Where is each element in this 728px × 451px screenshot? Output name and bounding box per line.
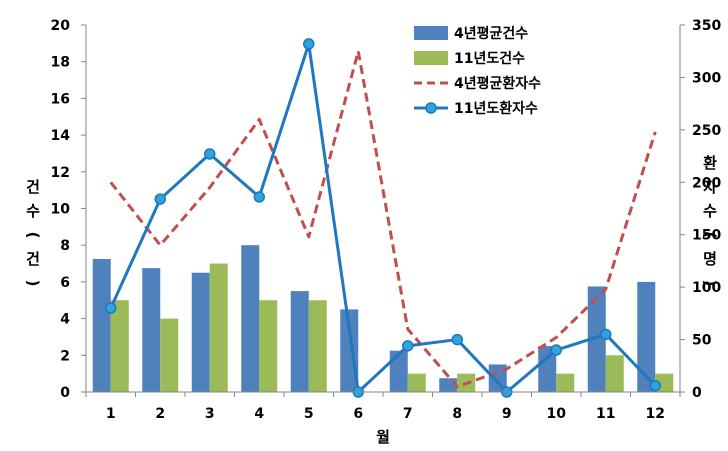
x-tick-label: 10 xyxy=(547,406,567,422)
left-tick-label: 10 xyxy=(51,202,71,218)
right-tick-label: 50 xyxy=(692,333,712,349)
left-tick-label: 0 xyxy=(60,385,70,401)
bar xyxy=(605,355,624,392)
y2-axis-title-char: 환 xyxy=(703,154,717,172)
bar xyxy=(340,309,359,392)
x-tick-label: 1 xyxy=(106,406,116,422)
bar xyxy=(142,268,161,392)
x-tick-label: 6 xyxy=(353,406,363,422)
bar-series xyxy=(92,245,674,392)
legend-swatch xyxy=(414,26,448,40)
bar xyxy=(110,300,129,392)
x-axis-ticks: 1 2 3 4 5 6 7 8 9 10 11 12 xyxy=(85,392,681,422)
left-tick-label: 8 xyxy=(60,238,70,254)
x-axis-title: 월 xyxy=(376,428,390,446)
right-tick-label: 200 xyxy=(692,175,721,191)
line-series xyxy=(105,38,661,398)
left-tick-label: 6 xyxy=(60,275,70,291)
left-tick-label: 4 xyxy=(60,312,70,328)
x-tick-label: 9 xyxy=(502,406,512,422)
y2-axis-title-char: 자 xyxy=(703,178,717,196)
bar xyxy=(209,263,228,392)
legend-label: 11년도환자수 xyxy=(454,100,538,117)
bar xyxy=(92,258,111,392)
x-tick-label: 2 xyxy=(155,406,165,422)
bar xyxy=(587,286,606,392)
right-tick-label: 250 xyxy=(692,123,721,139)
line-marker xyxy=(402,340,414,352)
y2-axis-title-char: 수 xyxy=(703,202,717,220)
x-tick-label: 3 xyxy=(205,406,215,422)
series-line xyxy=(109,49,657,389)
bar xyxy=(556,373,575,392)
line-marker xyxy=(204,148,216,160)
bar xyxy=(407,373,426,392)
y2-axis-title-char: ( xyxy=(701,232,719,239)
legend-label: 4년평균환자수 xyxy=(454,75,541,92)
legend-label: 4년평균건수 xyxy=(454,25,528,42)
left-axis-ticks: 0 2 4 6 8 10 12 14 16 18 20 xyxy=(51,18,86,401)
x-tick-label: 11 xyxy=(596,406,615,422)
bar xyxy=(241,245,260,392)
line-marker xyxy=(105,302,117,314)
left-tick-label: 14 xyxy=(51,128,71,144)
x-tick-label: 8 xyxy=(452,406,462,422)
y-axis-title-char: 건 xyxy=(26,178,40,196)
y-axis-title-char: ( xyxy=(24,232,42,239)
y-axis-title-char: 수 xyxy=(26,202,40,220)
y-axis-title-right: 환자수 ( 명) xyxy=(701,154,719,286)
bar xyxy=(637,281,656,392)
y2-axis-title-char: ) xyxy=(701,280,719,287)
legend-swatch xyxy=(414,51,448,65)
left-tick-label: 20 xyxy=(51,18,71,34)
right-tick-label: 100 xyxy=(692,280,721,296)
y-axis-title-char: ) xyxy=(24,280,42,287)
line-marker xyxy=(154,193,166,205)
left-tick-label: 16 xyxy=(51,91,70,107)
legend-label: 11년도건수 xyxy=(454,50,525,67)
legend: 4년평균건수 11년도건수 4년평균환자수 11년도환자수 xyxy=(414,25,541,117)
y-axis-title-char: 건 xyxy=(26,250,40,268)
legend-marker xyxy=(425,102,437,114)
right-tick-label: 350 xyxy=(692,18,721,34)
right-tick-label: 300 xyxy=(692,70,721,86)
bar xyxy=(259,300,278,392)
line-marker xyxy=(550,344,562,356)
series-line xyxy=(109,42,657,394)
bar xyxy=(308,300,327,392)
bar xyxy=(191,272,210,392)
line-marker xyxy=(303,38,315,50)
x-tick-label: 4 xyxy=(254,406,264,422)
bar xyxy=(290,291,309,392)
x-tick-label: 12 xyxy=(646,406,665,422)
line-marker xyxy=(451,333,463,346)
bar xyxy=(160,318,179,392)
x-tick-label: 7 xyxy=(403,406,413,422)
line-marker xyxy=(253,191,265,203)
line-marker xyxy=(600,328,612,341)
right-tick-label: 150 xyxy=(692,228,721,244)
bar xyxy=(389,350,408,392)
bar xyxy=(538,346,557,392)
right-tick-label: 0 xyxy=(692,385,702,401)
left-tick-label: 12 xyxy=(51,165,70,181)
line-marker xyxy=(649,379,661,392)
left-tick-label: 18 xyxy=(51,55,70,71)
right-axis-ticks: 0 50 100 150 200 250 300 350 xyxy=(680,18,721,401)
y-axis-title-left: 건수(건) xyxy=(24,178,42,286)
x-tick-label: 5 xyxy=(304,406,314,422)
y2-axis-title-char: 명 xyxy=(703,250,717,268)
left-tick-label: 2 xyxy=(60,348,70,364)
